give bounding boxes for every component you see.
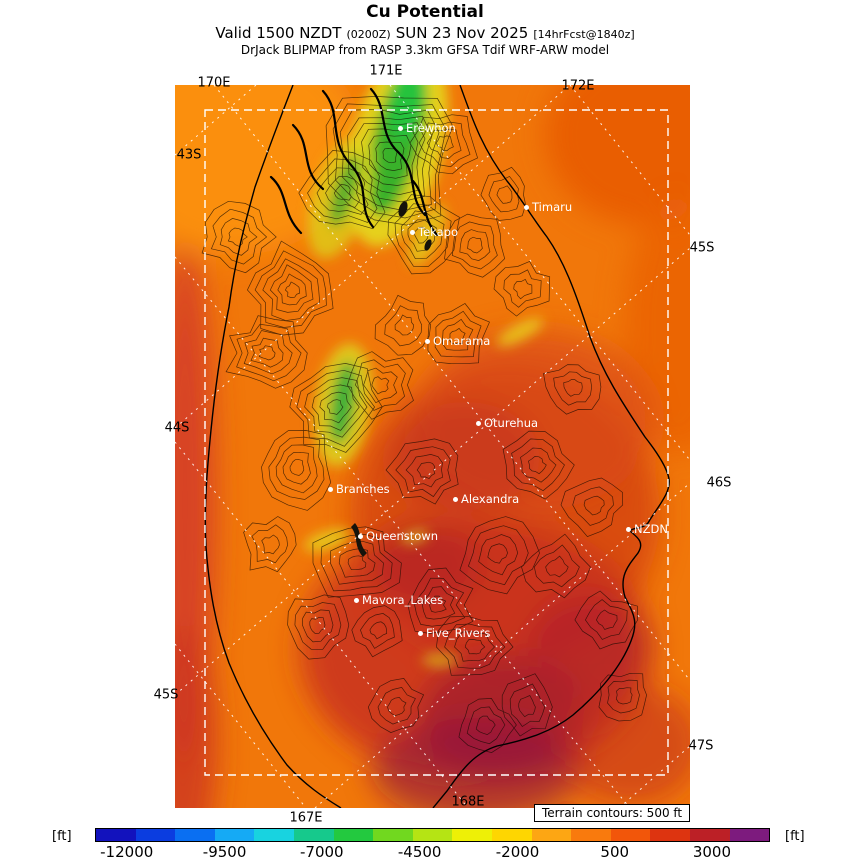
place-nzdn: NZDN (626, 522, 668, 536)
place-marker-dot (398, 125, 403, 131)
place-marker-dot (410, 229, 415, 235)
valid-time: Valid 1500 NZDT (215, 24, 342, 42)
place-label: Tekapo (418, 225, 458, 239)
grid-label-171e: 171E (369, 63, 403, 79)
model-line: DrJack BLIPMAP from RASP 3.3km GFSA Tdif… (240, 43, 610, 57)
graticule (175, 85, 690, 808)
grid-label-44s: 44S (164, 420, 190, 436)
grid-label-43s: 43S (176, 147, 202, 163)
colorbar-segment (135, 829, 176, 841)
grid-label-168e: 168E (451, 794, 485, 810)
colorbar-segment (452, 829, 492, 841)
place-erewhon: Erewhon (398, 121, 456, 135)
place-marker-dot (418, 630, 423, 636)
grid-label-46s: 46S (706, 475, 732, 491)
grid-label-172e: 172E (561, 78, 595, 94)
lakes (351, 201, 432, 557)
grid-label-47s: 47S (688, 738, 714, 754)
colorbar-unit-right: [ft] (785, 829, 805, 844)
place-mavora_lakes: Mavora_Lakes (354, 593, 443, 607)
colorbar-segment (175, 829, 215, 841)
place-marker-dot (476, 420, 481, 426)
place-branches: Branches (328, 482, 390, 496)
colorbar-gradient (95, 828, 770, 842)
place-marker-dot (354, 597, 359, 603)
colorbar: [ft] [ft] -12000 -9500 -7000 -4500 -2000 500 3… (0, 826, 850, 860)
place-label: Branches (336, 482, 390, 496)
place-alexandra: Alexandra (453, 492, 519, 506)
place-marker-dot (425, 338, 430, 344)
colorbar-segment (650, 829, 690, 841)
colorbar-segment (531, 829, 572, 841)
place-five_rivers: Five_Rivers (418, 626, 490, 640)
valid-time-line: Valid 1500 NZDT (0200Z) SUN 23 Nov 2025 … (0, 23, 850, 42)
colorbar-tick: -7000 (300, 843, 344, 860)
colorbar-segment (412, 829, 453, 841)
place-oturehua: Oturehua (476, 416, 538, 430)
colorbar-segment (96, 829, 136, 841)
place-label: NZDN (634, 522, 668, 536)
domain-boundary (204, 109, 669, 776)
colorbar-tick: -9500 (202, 843, 247, 860)
place-timaru: Timaru (524, 200, 572, 214)
terrain-contours-note-text: Terrain contours: 500 ft (542, 806, 683, 820)
forecast-map: 170E 171E 172E 43S 44S 45S 45S 46S 47S 167E 168E E… (154, 64, 732, 826)
forecast-init-note: [14hrFcst@1840z] (533, 28, 635, 41)
colorbar-segment (689, 829, 730, 841)
colorbar-segment (293, 829, 334, 841)
colorbar-segment (729, 829, 770, 841)
colorbar-ticks: -12000 -9500 -7000 -4500 -2000 500 3000 (95, 843, 770, 860)
header: Cu Potential Valid 1500 NZDT (0200Z) SUN… (0, 2, 850, 57)
place-marker-dot (524, 204, 529, 210)
place-label: Alexandra (461, 492, 520, 506)
colorbar-tick: 500 (600, 843, 630, 860)
place-label: Mavora_Lakes (362, 593, 444, 607)
potential-field-blobs (175, 85, 690, 808)
colorbar-segment (491, 829, 532, 841)
terrain-contours (201, 96, 647, 753)
place-label: Omarama (433, 334, 491, 348)
colorbar-segment (571, 829, 611, 841)
place-label: Erewhon (406, 121, 456, 135)
place-label: Oturehua (484, 416, 539, 430)
place-tekapo: Tekapo (410, 225, 458, 239)
place-marker-dot (453, 496, 458, 502)
colorbar-segment (214, 829, 255, 841)
coastline (204, 85, 670, 808)
ridge-lines (269, 87, 439, 237)
place-marker-dot (358, 533, 363, 539)
colorbar-tick: -2000 (495, 843, 540, 860)
place-label: Timaru (532, 200, 573, 214)
map-canvas (175, 85, 690, 808)
grid-label-45s: 45S (689, 240, 715, 256)
grid-label-167e: 167E (289, 810, 323, 826)
colorbar-segment (333, 829, 374, 841)
chart-title: Cu Potential (366, 2, 484, 22)
colorbar-unit-left: [ft] (52, 829, 72, 844)
valid-time-zulu: (0200Z) (346, 28, 391, 41)
place-label: Five_Rivers (426, 626, 491, 640)
valid-date: SUN 23 Nov 2025 (395, 24, 529, 42)
colorbar-segment (373, 829, 413, 841)
place-queenstown: Queenstown (358, 529, 438, 543)
place-label: Queenstown (366, 529, 439, 543)
colorbar-tick: 3000 (692, 843, 732, 860)
colorbar-tick: -4500 (397, 843, 442, 860)
terrain-contours-note: Terrain contours: 500 ft (534, 804, 691, 822)
grid-label-45s: 45S (153, 687, 179, 703)
place-marker-dot (328, 486, 333, 492)
colorbar-segment (610, 829, 651, 841)
colorbar-segment (254, 829, 294, 841)
place-marker-dot (626, 526, 631, 532)
colorbar-tick: -12000 (100, 843, 154, 860)
place-omarama: Omarama (425, 334, 490, 348)
grid-label-170e: 170E (197, 75, 231, 91)
